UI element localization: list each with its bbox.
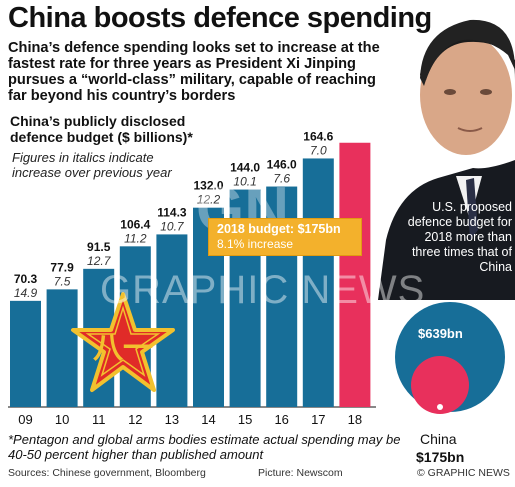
- value-label-15: 144.0: [230, 161, 260, 175]
- tick-label-10: 10: [55, 412, 69, 427]
- bar-09: [10, 300, 41, 407]
- tick-label-18: 18: [348, 412, 362, 427]
- bar-10: [46, 289, 78, 407]
- president-photo: [378, 0, 515, 300]
- increase-label-10: 7.5: [54, 274, 71, 288]
- footnote: *Pentagon and global arms bodies estimat…: [8, 432, 401, 462]
- tick-label-16: 16: [274, 412, 288, 427]
- value-label-13: 114.3: [157, 205, 187, 219]
- tick-label-11: 11: [92, 412, 106, 427]
- bar-17: [302, 158, 334, 407]
- china-budget-circle: [411, 356, 469, 414]
- svg-text:八一: 八一: [93, 331, 153, 366]
- comparison-circles: $639bn: [395, 302, 505, 414]
- china-dot: [437, 404, 443, 410]
- value-label-09: 70.3: [14, 272, 38, 286]
- increase-label-09: 14.9: [14, 286, 38, 300]
- value-label-16: 146.0: [267, 158, 297, 172]
- increase-label-17: 7.0: [310, 143, 327, 157]
- bar-13: [156, 234, 188, 407]
- us-budget-value: $639bn: [418, 326, 463, 341]
- tick-label-13: 13: [165, 412, 179, 427]
- bar-18: [339, 142, 371, 407]
- source-credit: Sources: Chinese government, Bloomberg: [8, 467, 206, 479]
- bars-group: [10, 142, 371, 407]
- budget-callout: 2018 budget: $175bn 8.1% increase: [208, 218, 362, 256]
- tick-label-12: 12: [128, 412, 142, 427]
- pla-star-icon: 八一: [71, 292, 175, 392]
- increase-label-15: 10.1: [233, 175, 256, 189]
- china-value: $175bn: [416, 449, 465, 465]
- callout-budget-text: 2018 budget: $175bn: [217, 222, 341, 236]
- tick-label-17: 17: [311, 412, 325, 427]
- subtitle: China’s defence spending looks set to in…: [8, 40, 380, 104]
- value-label-12: 106.4: [120, 217, 150, 231]
- watermark: GRAPHIC NEWS: [100, 268, 426, 312]
- increase-label-13: 10.7: [160, 219, 185, 233]
- copyright: © GRAPHIC NEWS: [417, 467, 510, 479]
- increase-label-16: 7.6: [273, 172, 290, 186]
- comparison-text: U.S. proposed defence budget for 2018 mo…: [407, 200, 512, 274]
- ticks-group: 09 10 11 12 13 14 15 16 17 18: [18, 412, 362, 427]
- chart-note: Figures in italics indicate increase ove…: [12, 150, 172, 180]
- tick-label-09: 09: [18, 412, 32, 427]
- page-title: China boosts defence spending: [8, 2, 432, 34]
- value-label-11: 91.5: [87, 240, 111, 254]
- china-label: China: [420, 431, 457, 447]
- value-label-10: 77.9: [50, 260, 74, 274]
- increase-label-12: 11.2: [124, 231, 147, 245]
- value-label-17: 164.6: [303, 129, 333, 143]
- picture-credit: Picture: Newscom: [258, 467, 343, 479]
- chart-title: China’s publicly disclosed defence budge…: [10, 113, 193, 145]
- tick-label-15: 15: [238, 412, 252, 427]
- callout-increase-text: 8.1% increase: [217, 237, 294, 251]
- value-label-14: 132.0: [193, 179, 223, 193]
- labels-group: 70.314.977.97.591.512.7106.411.2114.310.…: [14, 129, 334, 299]
- increase-label-11: 12.7: [87, 254, 112, 268]
- increase-label-14: 12.2: [197, 193, 221, 207]
- tick-label-14: 14: [201, 412, 215, 427]
